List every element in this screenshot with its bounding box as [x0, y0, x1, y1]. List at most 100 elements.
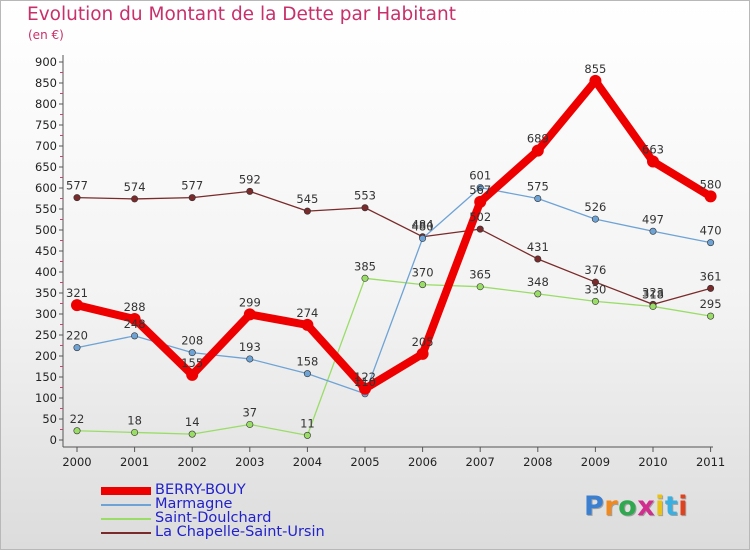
data-label: 575	[527, 180, 549, 194]
data-label: 18	[127, 413, 142, 427]
logo-letter: i	[678, 491, 689, 522]
data-label: 553	[354, 189, 376, 203]
chart-title: Evolution du Montant de la Dette par Hab…	[27, 4, 456, 25]
y-tick-label: 350	[35, 286, 57, 300]
data-label: 205	[412, 335, 434, 349]
data-point	[303, 370, 311, 378]
legend-label: Marmagne	[155, 496, 233, 512]
series-line-berry-bouy	[73, 76, 715, 393]
data-label: 601	[469, 169, 491, 183]
data-point	[73, 344, 81, 352]
data-label: 323	[642, 285, 664, 299]
data-label: 299	[239, 295, 261, 309]
x-tick-label: 2008	[523, 455, 552, 469]
data-label: 11	[300, 416, 315, 430]
data-point	[589, 74, 602, 87]
data-point	[707, 284, 715, 292]
data-point	[188, 349, 196, 357]
data-point	[476, 225, 484, 233]
data-point	[243, 308, 256, 321]
data-point	[649, 227, 657, 235]
data-label: 577	[181, 179, 203, 193]
data-point	[649, 302, 657, 310]
data-label: 497	[642, 212, 664, 226]
data-point	[188, 194, 196, 202]
data-point	[591, 215, 599, 223]
x-tick-label: 2000	[62, 455, 91, 469]
data-point	[534, 195, 542, 203]
y-tick-label: 900	[35, 55, 57, 69]
x-tick-label: 2005	[350, 455, 379, 469]
data-label: 14	[185, 415, 200, 429]
data-label: 321	[66, 286, 88, 300]
x-tick-label: 2006	[408, 455, 437, 469]
x-tick-label: 2010	[638, 455, 667, 469]
chart-unit: (en €)	[28, 28, 64, 42]
data-label: 470	[700, 224, 722, 238]
data-point	[186, 368, 199, 381]
data-point	[131, 332, 139, 340]
data-label: 577	[66, 179, 88, 193]
data-label: 110	[354, 375, 376, 389]
data-point	[128, 313, 141, 326]
y-tick-label: 450	[35, 244, 57, 258]
data-label: 193	[239, 340, 261, 354]
data-point	[419, 281, 427, 289]
y-tick-label: 50	[42, 412, 57, 426]
y-tick-label: 550	[35, 202, 57, 216]
data-point	[303, 431, 311, 439]
series-line-marmagne	[76, 186, 712, 395]
y-tick-label: 850	[35, 76, 57, 90]
data-label: 480	[412, 219, 434, 233]
y-tick-label: 200	[35, 349, 57, 363]
series-line-saint-doulchard	[76, 277, 712, 437]
data-point	[534, 290, 542, 298]
y-tick-label: 250	[35, 328, 57, 342]
data-label: 158	[296, 355, 318, 369]
data-point	[361, 274, 369, 282]
data-label: 22	[70, 412, 85, 426]
data-label: 567	[469, 183, 491, 197]
legend-label: BERRY-BOUY	[155, 482, 246, 498]
y-tick-label: 150	[35, 370, 57, 384]
data-point	[531, 144, 544, 157]
data-point	[704, 190, 717, 203]
data-label: 37	[242, 405, 257, 419]
data-point	[534, 255, 542, 263]
data-label: 318	[642, 287, 664, 301]
data-label: 484	[412, 218, 434, 232]
data-label: 385	[354, 259, 376, 273]
logo-letter: i	[655, 491, 665, 522]
legend-label: La Chapelle-Saint-Ursin	[155, 524, 325, 540]
data-point	[73, 427, 81, 435]
y-tick-label: 600	[35, 181, 57, 195]
data-point	[476, 283, 484, 291]
data-label: 122	[354, 370, 376, 384]
x-tick-label: 2007	[466, 455, 495, 469]
data-label: 376	[584, 263, 606, 277]
logo-letter: t	[664, 491, 679, 522]
data-point	[303, 207, 311, 215]
data-point	[131, 195, 139, 203]
data-point	[301, 318, 314, 331]
logo-letter: x	[637, 491, 656, 522]
y-tick-label: 750	[35, 118, 57, 132]
data-point	[246, 187, 254, 195]
logo-letter: P	[584, 491, 605, 522]
data-label: 592	[239, 172, 261, 186]
data-label: 855	[584, 62, 606, 76]
data-label: 580	[700, 177, 722, 191]
x-tick-label: 2011	[696, 455, 725, 469]
data-label: 288	[124, 300, 146, 314]
x-tick-label: 2003	[235, 455, 264, 469]
data-point	[188, 430, 196, 438]
data-point	[416, 347, 429, 360]
y-tick-label: 650	[35, 160, 57, 174]
data-point	[359, 382, 371, 395]
x-tick-label: 2009	[581, 455, 610, 469]
data-point	[591, 297, 599, 305]
data-label: 155	[181, 356, 203, 370]
data-point	[707, 239, 715, 247]
